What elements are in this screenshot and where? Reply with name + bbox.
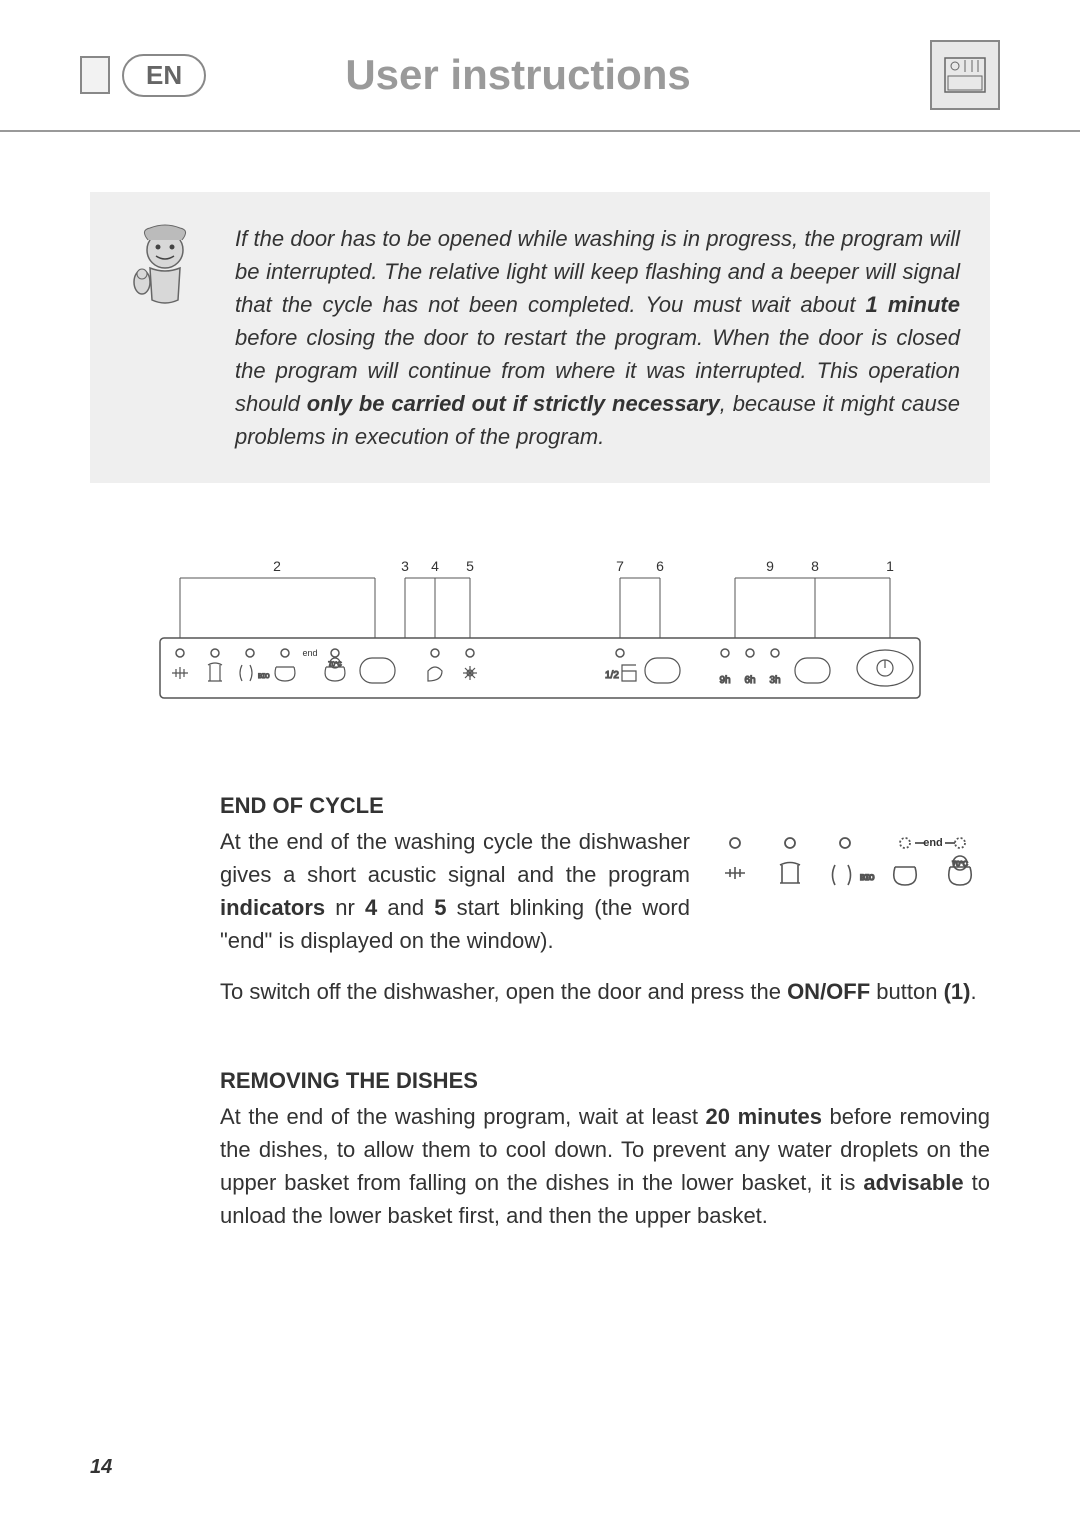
svg-text:70°C: 70°C — [952, 860, 968, 868]
warning-text-bold2: only be carried out if strictly necessar… — [307, 391, 720, 416]
page-header: EN User instructions — [0, 0, 1080, 132]
panel-label-2: 2 — [273, 558, 281, 574]
dishwasher-header-icon — [930, 40, 1000, 110]
panel-end-label: end — [302, 648, 317, 658]
rd-b1: 20 minutes — [706, 1104, 822, 1129]
eoc-b4: ON/OFF — [787, 979, 870, 1004]
panel-label-4: 4 — [431, 558, 439, 574]
panel-label-6: 6 — [656, 558, 664, 574]
rd-b2: advisable — [863, 1170, 963, 1195]
svg-text:ʙɪᴏ: ʙɪᴏ — [860, 872, 875, 883]
eoc-b5: (1) — [944, 979, 971, 1004]
removing-dishes-text: At the end of the washing program, wait … — [220, 1100, 990, 1232]
svg-text:ʙɪᴏ: ʙɪᴏ — [258, 671, 270, 680]
eoc-p1: At the end of the washing cycle the dish… — [220, 829, 690, 887]
warning-text: If the door has to be opened while washi… — [235, 222, 960, 453]
panel-label-7: 7 — [616, 558, 624, 574]
panel-3h-label: 3h — [769, 675, 780, 686]
warning-text-p1: If the door has to be opened while washi… — [235, 226, 960, 317]
eoc-p5: To switch off the dishwasher, open the d… — [220, 979, 787, 1004]
removing-dishes-section: REMOVING THE DISHES At the end of the wa… — [220, 1068, 990, 1232]
page-number: 14 — [90, 1456, 112, 1479]
panel-6h-label: 6h — [744, 675, 755, 686]
panel-label-3: 3 — [401, 558, 409, 574]
warning-note-box: If the door has to be opened while washi… — [90, 192, 990, 483]
rd-p1: At the end of the washing program, wait … — [220, 1104, 706, 1129]
end-of-cycle-section: END OF CYCLE At the end of the washing c… — [220, 793, 990, 1008]
svg-text:70°C: 70°C — [328, 662, 342, 668]
control-panel-diagram: 2 3 4 5 7 6 9 8 1 — [150, 543, 930, 713]
eoc-p7: . — [970, 979, 976, 1004]
eoc-b3: 5 — [434, 895, 446, 920]
eoc-b1: indicators — [220, 895, 325, 920]
panel-label-9: 9 — [766, 558, 774, 574]
panel-label-8: 8 — [811, 558, 819, 574]
page-content: If the door has to be opened while washi… — [0, 192, 1080, 1232]
eoc-p2: nr — [325, 895, 365, 920]
panel-label-5: 5 — [466, 558, 474, 574]
end-of-cycle-text-1: At the end of the washing cycle the dish… — [220, 825, 690, 957]
eoc-p6: button — [870, 979, 943, 1004]
warning-text-bold1: 1 minute — [866, 292, 960, 317]
panel-9h-label: 9h — [719, 675, 730, 686]
panel-label-1: 1 — [886, 558, 894, 574]
end-cycle-end-label: end — [923, 837, 943, 849]
document-icon — [80, 56, 110, 94]
end-of-cycle-indicator-icons: end ʙɪᴏ 70°C — [710, 825, 990, 900]
page-title: User instructions — [106, 51, 930, 99]
attention-character-icon — [120, 222, 210, 312]
end-of-cycle-heading: END OF CYCLE — [220, 793, 990, 819]
end-of-cycle-text-2: To switch off the dishwasher, open the d… — [220, 975, 990, 1008]
removing-dishes-heading: REMOVING THE DISHES — [220, 1068, 990, 1094]
panel-half-label: 1/2 — [605, 670, 619, 681]
eoc-b2: 4 — [365, 895, 377, 920]
eoc-p3: and — [377, 895, 434, 920]
